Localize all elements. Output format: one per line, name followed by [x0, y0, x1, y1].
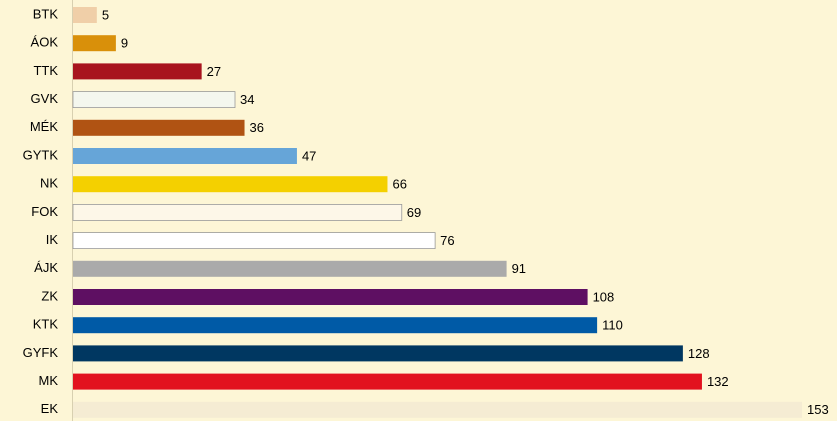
y-tick-label: EK [41, 401, 59, 416]
value-label: 91 [512, 261, 526, 276]
y-tick-label: NK [40, 176, 58, 191]
bar [73, 401, 802, 418]
bar [73, 148, 297, 164]
bar [73, 289, 588, 305]
y-tick-label: ZK [41, 288, 58, 303]
value-label: 34 [240, 92, 254, 107]
y-tick-label: TTK [33, 63, 58, 78]
bar [73, 35, 116, 52]
y-tick-label: IK [46, 232, 59, 247]
bar [73, 7, 97, 23]
y-tick-label: BTK [33, 6, 59, 21]
y-tick-label: KTK [33, 317, 59, 332]
bar [73, 63, 202, 80]
y-tick-label: MÉK [30, 119, 59, 134]
value-label: 36 [250, 120, 264, 135]
value-label: 9 [121, 36, 128, 51]
y-tick-label: GVK [31, 91, 59, 106]
value-label: 66 [392, 177, 406, 192]
value-label: 27 [207, 64, 221, 79]
y-tick-label: ÁJK [34, 260, 58, 275]
y-tick-label: MK [39, 373, 59, 388]
y-tick-label: GYTK [23, 147, 59, 162]
value-label: 69 [407, 205, 421, 220]
bar [73, 260, 507, 277]
value-label: 110 [602, 318, 623, 333]
value-label: 153 [807, 402, 829, 417]
y-tick-label: ÁOK [31, 35, 59, 50]
bar [72, 203, 403, 221]
bar [73, 345, 683, 362]
value-label: 76 [440, 233, 454, 248]
bar [73, 119, 245, 136]
bar [73, 317, 598, 334]
y-tick-label: GYFK [23, 345, 59, 360]
bar [72, 232, 436, 250]
bar [73, 373, 702, 390]
y-tick-label: FOK [31, 204, 58, 219]
value-label: 47 [302, 148, 316, 163]
value-label: 132 [707, 374, 729, 389]
value-label: 5 [102, 7, 109, 22]
bar [73, 176, 388, 193]
value-label: 108 [593, 289, 615, 304]
bar [72, 91, 236, 108]
value-label: 128 [688, 346, 710, 361]
